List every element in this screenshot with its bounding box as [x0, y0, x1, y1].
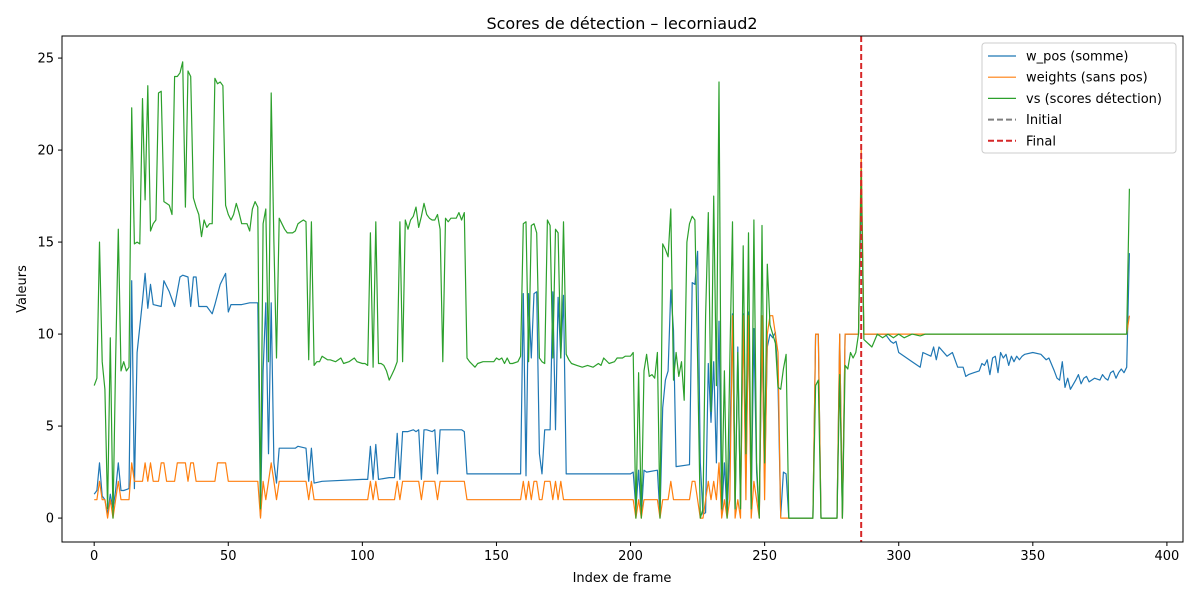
x-tick-label: 200 [618, 549, 643, 564]
y-tick-label: 25 [37, 52, 54, 67]
chart-title: Scores de détection – lecorniaud2 [486, 14, 757, 33]
legend-frame [981, 42, 1177, 154]
y-tick-label: 10 [37, 328, 54, 343]
x-tick-label: 100 [350, 549, 375, 564]
x-axis-label: Index de frame [573, 571, 672, 586]
series-line-1 [94, 149, 1130, 519]
legend-label: w_pos (somme) [1026, 50, 1128, 65]
x-tick-label: 50 [220, 549, 237, 564]
y-tick-label: 20 [37, 144, 54, 159]
series-line-0 [93, 186, 1130, 519]
y-tick-label: 15 [37, 236, 54, 251]
y-axis-label: Valeurs [15, 265, 30, 313]
y-tick-label: 5 [46, 420, 54, 435]
x-tick-label: 250 [752, 549, 777, 564]
x-tick-label: 150 [484, 549, 509, 564]
legend-label: weights (sans pos) [1026, 71, 1148, 86]
x-tick-label: 400 [1154, 549, 1179, 564]
legend-label: Initial [1026, 113, 1062, 128]
x-tick-label: 300 [886, 549, 911, 564]
legend-label: Final [1026, 134, 1056, 149]
y-tick-label: 0 [46, 512, 54, 527]
legend: w_pos (somme) weights (sans pos) vs (score… [981, 42, 1177, 154]
series-line-2 [93, 61, 1130, 519]
plot-frame [61, 35, 1184, 543]
x-tick-label: 350 [1020, 549, 1045, 564]
legend-label: vs (scores détection) [1026, 92, 1162, 107]
x-tick-label: 0 [90, 549, 98, 564]
